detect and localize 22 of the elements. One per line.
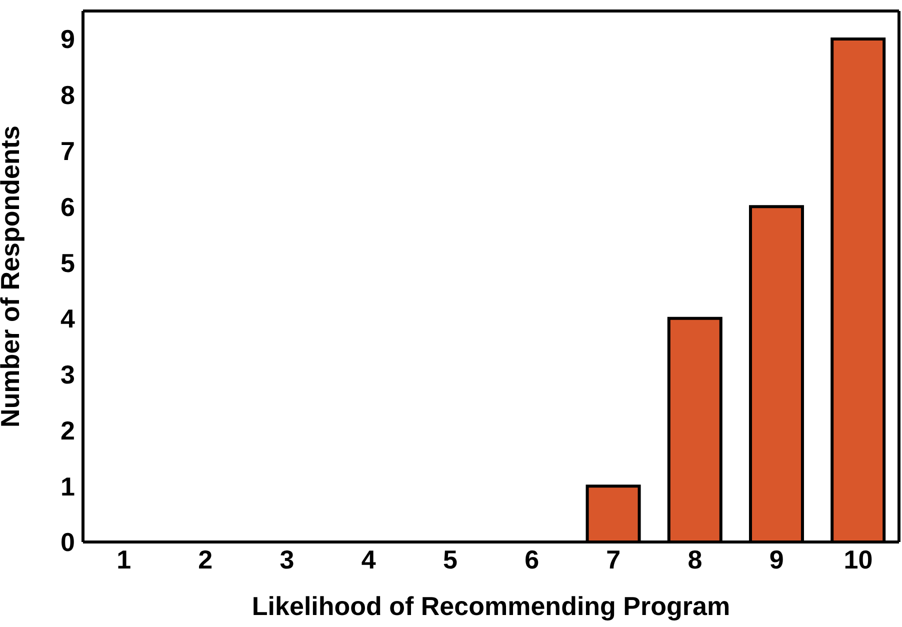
y-tick-label: 2: [60, 415, 75, 446]
x-tick-label: 3: [280, 544, 294, 574]
y-axis-title: Number of Respondents: [0, 126, 26, 428]
x-tick-label: 8: [688, 544, 702, 574]
y-tick-label: 1: [60, 471, 75, 502]
x-tick-label: 7: [606, 544, 621, 574]
y-tick-label: 9: [60, 24, 75, 54]
x-tick-label: 2: [198, 544, 213, 574]
x-tick-label: 5: [442, 544, 458, 574]
y-tick-label: 7: [60, 136, 75, 166]
y-tick-label: 3: [60, 360, 75, 390]
y-tick-label: 8: [60, 80, 75, 110]
y-tick-label: 5: [60, 248, 75, 278]
x-tick-label: 6: [524, 544, 540, 574]
y-tick-label: 6: [60, 192, 75, 222]
x-axis-title: Likelihood of Recommending Program: [252, 591, 730, 621]
x-tick-label: 4: [361, 544, 376, 574]
x-tick-label: 10: [844, 544, 873, 574]
x-tick-label: 1: [116, 544, 132, 574]
y-tick-label: 0: [60, 527, 75, 558]
x-tick-label: 9: [769, 544, 784, 574]
y-tick-label: 4: [60, 304, 76, 334]
